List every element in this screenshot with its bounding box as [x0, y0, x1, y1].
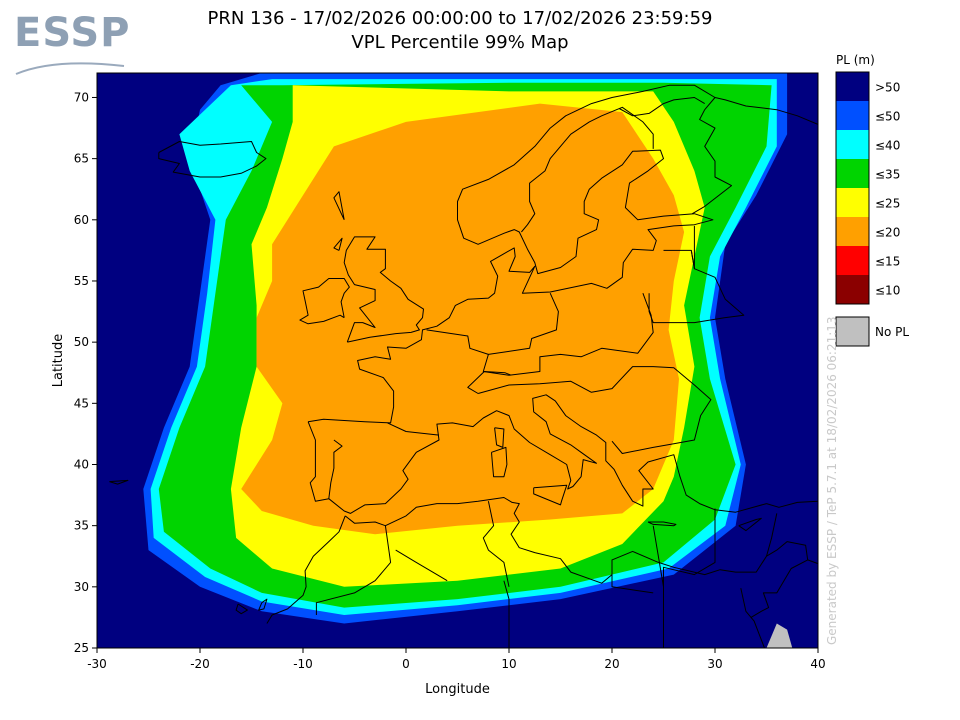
coastline-26: [521, 106, 654, 233]
chart-title: PRN 136 - 17/02/2026 00:00:00 to 17/02/2…: [207, 8, 713, 29]
coastline-25: [692, 97, 732, 215]
coastline-36: [315, 525, 392, 615]
legend-swatch: [836, 217, 869, 246]
coastline-37: [503, 580, 510, 648]
coastline-22: [328, 439, 343, 499]
coastline-33: [807, 559, 818, 565]
coastline-13: [258, 598, 268, 611]
y-tick-label: 40: [74, 457, 89, 471]
coastline-12: [235, 603, 248, 615]
coastline-4: [158, 141, 267, 178]
coastline-3: [299, 278, 350, 325]
no-pl-cell-0: [766, 623, 793, 648]
legend-label: ≤25: [875, 197, 900, 211]
y-tick-label: 25: [74, 641, 89, 655]
legend-swatch: [836, 101, 869, 130]
x-tick-label: 30: [707, 657, 722, 671]
x-axis-label: Longitude: [425, 682, 490, 697]
essp-logo-swoosh: [15, 62, 125, 75]
coastline-28: [766, 500, 818, 508]
legend-label-no-pl: No PL: [875, 325, 909, 339]
coastline-32: [766, 541, 809, 594]
legend-label: ≤10: [875, 284, 900, 298]
y-tick-label: 65: [74, 152, 89, 166]
legend-label: >50: [875, 81, 900, 95]
coastline-27: [618, 97, 705, 117]
coastline-39: [395, 549, 448, 582]
coastline-2: [343, 236, 424, 343]
coastline-18: [426, 293, 654, 376]
x-tick-label: -10: [293, 657, 313, 671]
coastline-21: [387, 422, 440, 436]
coastline-8: [491, 446, 508, 478]
coastline-7: [647, 521, 677, 527]
chart-subtitle: VPL Percentile 99% Map: [351, 32, 569, 53]
y-tick-label: 30: [74, 580, 89, 594]
generated-by-watermark: Generated by ESSP / TeP 5.7.1 at 18/02/2…: [825, 316, 839, 645]
y-tick-label: 55: [74, 274, 89, 288]
coastline-overlay: [109, 84, 818, 648]
coastline-10: [533, 484, 568, 506]
coastline-24: [690, 225, 695, 270]
coastline-14: [109, 479, 129, 485]
x-tick-label: 40: [810, 657, 825, 671]
legend-label: ≤35: [875, 168, 900, 182]
legend-swatch: [836, 72, 869, 101]
y-tick-label: 45: [74, 396, 89, 410]
coastline-5: [344, 497, 778, 584]
coastline-17: [477, 366, 712, 454]
legend-swatch: [836, 275, 869, 304]
legend-swatch: [836, 130, 869, 159]
legend-title: PL (m): [836, 53, 875, 67]
coastline-16: [333, 237, 343, 251]
x-tick-label: 0: [402, 657, 410, 671]
coastline-38: [611, 574, 654, 594]
axes: -30 -20 -10 0 10 20 30 40 25 30 35 40 45 50 55 60 65 70 Lo…: [51, 90, 826, 697]
x-tick-label: -30: [87, 657, 107, 671]
coastline-35: [740, 587, 766, 648]
coastline-30: [482, 501, 510, 587]
coastline-15: [333, 191, 345, 221]
y-tick-label: 60: [74, 213, 89, 227]
plot-frame: [96, 72, 819, 649]
legend-swatch: [836, 188, 869, 217]
coastline-1: [308, 84, 818, 424]
legend-label: ≤15: [875, 255, 900, 269]
x-tick-label: -20: [190, 657, 210, 671]
essp-logo: ESSP: [14, 10, 131, 56]
coastline-9: [494, 427, 505, 448]
y-tick-label: 70: [74, 90, 89, 104]
legend-swatch-no-pl: [835, 316, 870, 347]
coastline-20: [467, 371, 512, 394]
coastline-6: [266, 515, 346, 624]
legend: >50 ≤50 ≤40 ≤35 ≤25 ≤20 ≤15 ≤10 No PL: [835, 71, 909, 347]
legend-label: ≤50: [875, 110, 900, 124]
legend-label: ≤20: [875, 226, 900, 240]
coastline-19: [488, 292, 559, 355]
coastline-11: [738, 517, 762, 532]
plot-area: [97, 73, 818, 648]
y-tick-label: 35: [74, 519, 89, 533]
y-tick-label: 50: [74, 335, 89, 349]
region-4: [241, 103, 685, 535]
coastline-0: [307, 394, 767, 514]
x-tick-label: 10: [501, 657, 516, 671]
y-axis-label: Latitude: [51, 334, 66, 388]
coastline-31: [652, 525, 664, 648]
legend-swatch: [836, 159, 869, 188]
coastline-34: [750, 592, 770, 618]
legend-swatch: [836, 246, 869, 275]
legend-label: ≤40: [875, 139, 900, 153]
legend-border: [835, 71, 870, 305]
x-tick-label: 20: [604, 657, 619, 671]
